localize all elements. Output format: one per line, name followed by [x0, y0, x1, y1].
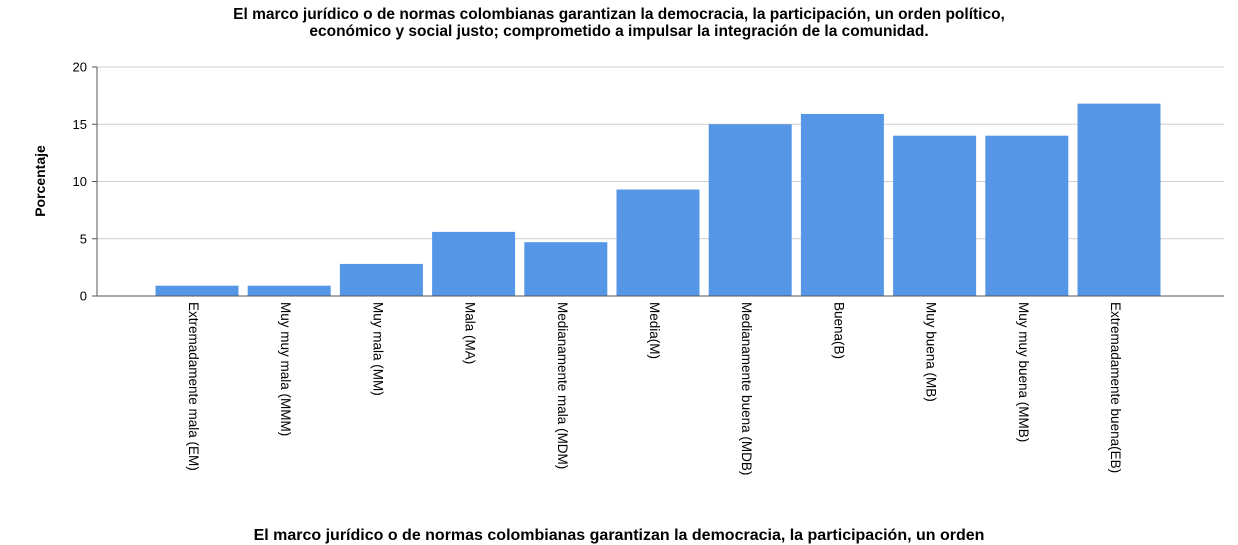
x-tick-label: Muy muy mala (MMM) — [278, 302, 293, 436]
bar — [1077, 103, 1161, 296]
x-tick-label: Media(M) — [647, 302, 662, 359]
bar — [985, 135, 1069, 296]
y-tick-label: 5 — [80, 231, 87, 246]
bar — [893, 135, 977, 296]
x-tick-labels: Extremadamente mala (EM) Muy muy mala (MM… — [186, 302, 1123, 475]
bar — [247, 285, 331, 296]
x-tick-label: Mala (MA) — [463, 302, 478, 364]
bar — [800, 113, 884, 296]
y-tick-label: 10 — [73, 174, 87, 189]
bar — [616, 189, 700, 296]
chart-title: El marco jurídico o de normas colombiana… — [233, 6, 1005, 40]
x-axis-label: El marco jurídico o de normas colombiana… — [253, 527, 985, 544]
x-tick-label: Extremadamente mala (EM) — [186, 302, 201, 471]
x-tick-label: Extremadamente buena(EB) — [1108, 302, 1123, 473]
y-tick-labels: 0 5 10 15 20 — [73, 60, 97, 304]
x-tick-label: Medianamente buena (MDB) — [739, 302, 754, 475]
y-tick-label: 0 — [80, 289, 87, 304]
bar — [524, 242, 608, 296]
x-tick-label: Muy muy buena (MMB) — [1016, 302, 1031, 442]
x-tick-label: Muy mala (MM) — [370, 302, 385, 396]
x-tick-label: Muy buena (MB) — [924, 302, 939, 402]
y-axis-label: Porcentaje — [32, 145, 48, 217]
bar — [708, 124, 792, 296]
y-tick-label: 15 — [73, 117, 87, 132]
bars — [155, 103, 1161, 296]
bar — [339, 263, 423, 296]
bar — [155, 285, 239, 296]
y-tick-label: 20 — [73, 60, 87, 75]
bar — [432, 231, 516, 296]
x-tick-label: Medianamente mala (MDM) — [555, 302, 570, 469]
x-tick-label: Buena(B) — [831, 302, 846, 359]
